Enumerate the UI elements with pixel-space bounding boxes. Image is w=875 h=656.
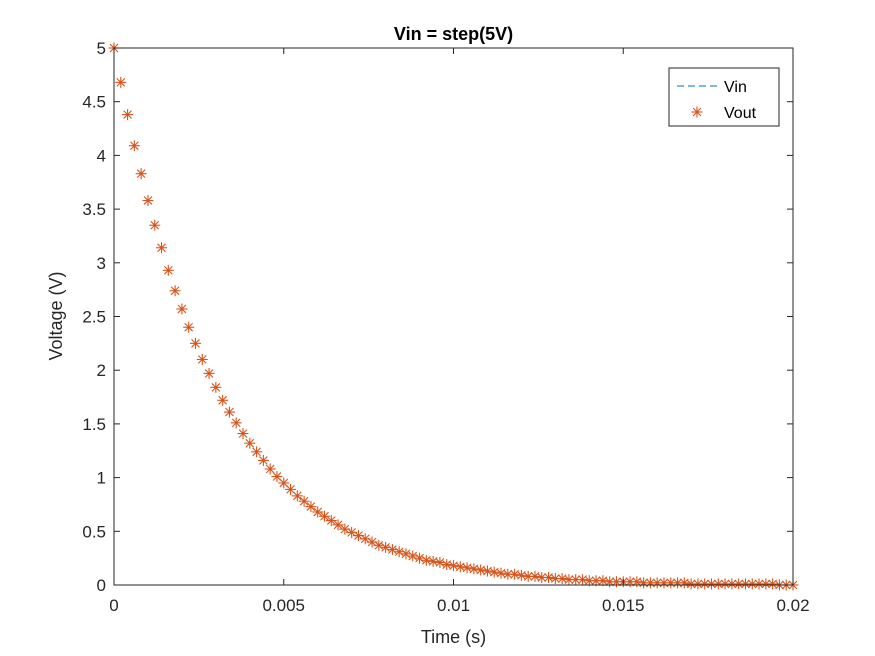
- legend: Vin Vout: [668, 67, 780, 127]
- vout-point: [122, 109, 134, 121]
- vout-point: [312, 506, 324, 518]
- vout-point: [298, 495, 310, 507]
- vout-series: [108, 42, 799, 591]
- vout-point: [135, 168, 147, 180]
- vout-point: [706, 578, 718, 590]
- vout-point: [753, 578, 765, 590]
- vout-point: [393, 546, 405, 558]
- vout-point: [692, 578, 704, 590]
- y-tick-label: 2: [97, 361, 106, 380]
- y-axis-ticks: 0 0.5 1 1.5 2 2.5 3 3.5 4 4.5 5: [82, 39, 793, 595]
- y-tick-label: 1: [97, 469, 106, 488]
- vout-point: [156, 242, 168, 254]
- vout-point: [291, 490, 303, 502]
- vout-point: [183, 321, 195, 333]
- vout-point: [414, 552, 426, 564]
- vout-point: [230, 417, 242, 429]
- y-tick-label: 4: [97, 146, 106, 165]
- y-tick-label: 2.5: [82, 308, 106, 327]
- chart-title: Vin = step(5V): [394, 24, 513, 44]
- vout-point: [400, 548, 412, 560]
- vout-point: [407, 550, 419, 562]
- legend-vout-label: Vout: [724, 105, 757, 122]
- vout-point: [285, 483, 297, 495]
- x-tick-label: 0.005: [262, 596, 305, 615]
- vout-point: [332, 519, 344, 531]
- vout-point: [556, 573, 568, 585]
- vout-point: [257, 454, 269, 466]
- vout-point: [719, 578, 731, 590]
- y-tick-label: 0.5: [82, 522, 106, 541]
- vout-point: [115, 76, 127, 88]
- vout-point: [386, 544, 398, 556]
- vout-point: [237, 428, 249, 440]
- vout-point: [169, 285, 181, 297]
- x-tick-label: 0.02: [776, 596, 809, 615]
- vout-point: [142, 195, 154, 207]
- y-tick-label: 5: [97, 39, 106, 58]
- legend-vout-swatch: [691, 106, 703, 118]
- legend-vin-label: Vin: [724, 79, 747, 96]
- y-axis-label: Voltage (V): [46, 271, 66, 360]
- vout-point: [176, 303, 188, 315]
- x-axis-label: Time (s): [421, 627, 486, 647]
- vout-point: [223, 406, 235, 418]
- vout-point: [189, 337, 201, 349]
- vout-point: [244, 437, 256, 449]
- vout-point: [318, 510, 330, 522]
- x-tick-label: 0.01: [437, 596, 470, 615]
- vout-point: [570, 574, 582, 586]
- vout-point: [264, 463, 276, 475]
- vout-point: [325, 515, 337, 527]
- y-tick-label: 3: [97, 254, 106, 273]
- y-tick-label: 3.5: [82, 200, 106, 219]
- x-tick-label: 0.015: [602, 596, 645, 615]
- vout-point: [767, 578, 779, 590]
- x-tick-label: 0: [109, 596, 118, 615]
- vout-point: [162, 264, 174, 276]
- y-tick-label: 4.5: [82, 93, 106, 112]
- vout-point: [577, 574, 589, 586]
- legend-vout-marker: [691, 106, 703, 118]
- vout-point: [522, 570, 534, 582]
- vout-point: [685, 578, 697, 590]
- vout-point: [149, 219, 161, 231]
- vout-point: [196, 353, 208, 365]
- vout-point: [128, 140, 140, 152]
- vout-point: [217, 394, 229, 406]
- plot-area: [114, 48, 793, 585]
- vout-point: [305, 501, 317, 513]
- y-tick-label: 0: [97, 576, 106, 595]
- vout-point: [373, 539, 385, 551]
- vout-point: [271, 471, 283, 483]
- vout-point: [448, 560, 459, 572]
- vout-point: [515, 569, 527, 581]
- x-axis-ticks: 0 0.005 0.01 0.015 0.02: [109, 48, 810, 615]
- vout-point: [380, 541, 392, 553]
- vout-point: [203, 367, 215, 379]
- vout-point: [210, 381, 222, 393]
- vout-point: [434, 556, 446, 568]
- vout-point: [454, 561, 466, 573]
- vout-point: [278, 477, 290, 489]
- vout-point: [543, 571, 555, 583]
- y-tick-label: 1.5: [82, 415, 106, 434]
- vout-point: [251, 446, 263, 458]
- legend-box: [668, 67, 780, 127]
